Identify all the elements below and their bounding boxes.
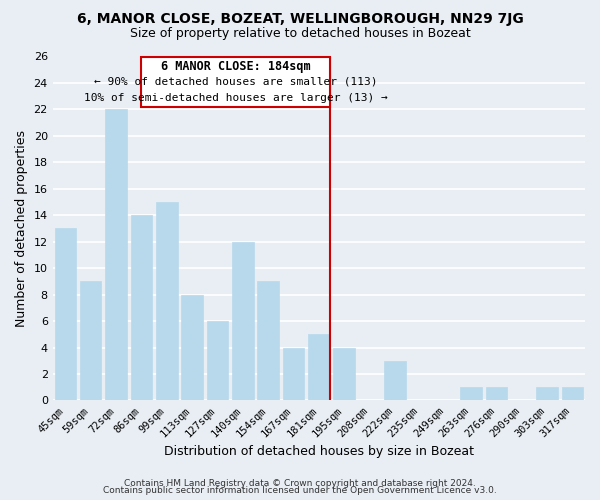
Bar	[536, 388, 558, 400]
Bar	[105, 110, 127, 401]
Text: 10% of semi-detached houses are larger (13) →: 10% of semi-detached houses are larger (…	[83, 94, 388, 104]
Bar	[384, 361, 406, 401]
Bar	[283, 348, 304, 401]
Bar	[334, 348, 355, 401]
Text: Contains HM Land Registry data © Crown copyright and database right 2024.: Contains HM Land Registry data © Crown c…	[124, 478, 476, 488]
Bar	[460, 388, 482, 400]
Bar	[80, 282, 101, 401]
Bar	[55, 228, 76, 400]
Text: 6, MANOR CLOSE, BOZEAT, WELLINGBOROUGH, NN29 7JG: 6, MANOR CLOSE, BOZEAT, WELLINGBOROUGH, …	[77, 12, 523, 26]
Bar	[206, 321, 228, 400]
Text: Size of property relative to detached houses in Bozeat: Size of property relative to detached ho…	[130, 28, 470, 40]
Text: ← 90% of detached houses are smaller (113): ← 90% of detached houses are smaller (11…	[94, 76, 377, 86]
Bar	[308, 334, 329, 400]
FancyBboxPatch shape	[142, 56, 330, 107]
Bar	[131, 216, 152, 400]
Bar	[232, 242, 254, 400]
Bar	[485, 388, 507, 400]
Y-axis label: Number of detached properties: Number of detached properties	[15, 130, 28, 327]
X-axis label: Distribution of detached houses by size in Bozeat: Distribution of detached houses by size …	[164, 444, 474, 458]
Bar	[156, 202, 178, 400]
Bar	[181, 294, 203, 401]
Text: Contains public sector information licensed under the Open Government Licence v3: Contains public sector information licen…	[103, 486, 497, 495]
Bar	[562, 388, 583, 400]
Bar	[257, 282, 279, 401]
Text: 6 MANOR CLOSE: 184sqm: 6 MANOR CLOSE: 184sqm	[161, 60, 310, 73]
